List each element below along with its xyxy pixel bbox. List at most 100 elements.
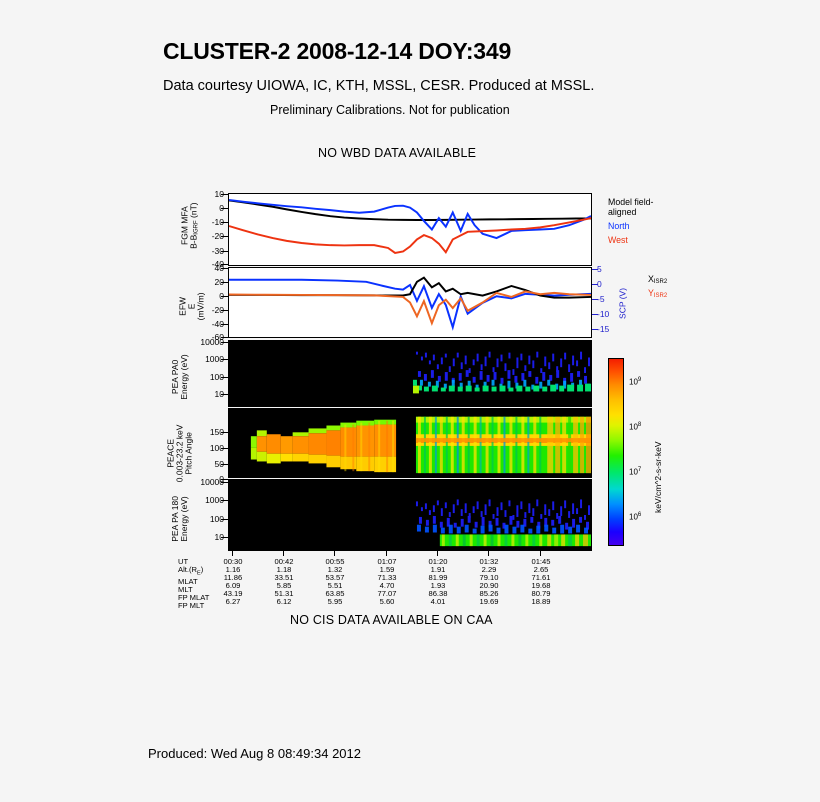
pa180-ytick-10000: 10000 [200,477,224,487]
colorbar-exp-8: 8 [637,422,642,428]
eph-fp-mlt: 19.69 [479,597,499,607]
colorbar-exp-6: 6 [637,512,642,518]
scp-ytick--10: -10 [597,309,610,319]
eph-mlt: 4.70 [379,581,395,591]
panel-efw [228,267,592,338]
pa0-ytick-10000: 10000 [200,337,224,347]
eph-mlt: 1.93 [430,581,446,591]
fgm-axis-title-units: (nT) [188,202,199,218]
scp-ytick--15: -15 [597,324,610,334]
eph-ut: 01:20 [428,557,448,566]
panel-pea-pa180 [228,479,592,551]
eph-label-ut: UT [178,557,189,566]
pa0-ytick-100: 100 [209,372,224,382]
eph-mlat: 71.61 [531,573,551,583]
eph-ut: 01:45 [531,557,551,566]
ephemeris-column: 01:45 2.65 71.61 19.68 80.79 18.89 [508,557,574,607]
page-title: CLUSTER-2 2008-12-14 DOY:349 [163,38,512,64]
peace-ytick-150: 150 [209,427,224,437]
panel-fgm-mfa [228,193,592,266]
colorbar-exp-7: 7 [637,467,642,473]
fgm-ytick--40: -40 [211,259,224,269]
eph-mlt: 20.90 [479,581,499,591]
no-cis-data-notice: NO CIS DATA AVAILABLE ON CAA [290,613,493,627]
pa180-axis-title: PEA PA 180 Energy (eV) [170,479,189,559]
eph-ut: 01:07 [377,557,397,566]
efw-axis-title-l3: (mV/m) [195,292,206,321]
efw-legend-x-sub: ISR2 [653,279,668,285]
peace-ytick-100: 100 [209,443,224,453]
eph-label-alt-tail: ) [200,565,204,575]
pea-pa0-spectrogram [412,351,591,394]
no-wbd-data-notice: NO WBD DATA AVAILABLE [318,146,477,160]
ephemeris-row-labels: UT Alt.(RE) MLAT MLT FP MLAT FP MLT [178,557,224,610]
eph-fp-mlt: 6.27 [225,597,241,607]
pa180-ytick-10: 10 [214,532,224,542]
eph-mlat: 81.99 [428,573,448,583]
peace-mid-region [292,419,397,473]
colorbar-tick-1e8: 108 [629,422,642,432]
data-courtesy-text: Data courtesy UIOWA, IC, KTH, MSSL, CESR… [163,78,595,94]
eph-label-mlt: MLT [178,584,193,594]
peace-pitch-spectrogram [250,416,591,474]
panel-peace-pitch-angle [228,408,592,478]
eph-label-alt-main: Alt.(R [178,565,197,575]
colorbar-tick-1e7: 107 [629,467,642,477]
scp-ytick--5: -5 [597,294,605,304]
eph-label-fp-mlt: FP MLT [178,600,205,610]
eph-fp-mlt: 6.12 [276,597,292,607]
efw-traces [229,276,591,331]
ephemeris-column: 00:42 1.18 33.51 5.85 51.31 6.12 [251,557,317,607]
produced-timestamp: Produced: Wed Aug 8 08:49:34 2012 [148,746,361,761]
eph-mlat: 71.33 [377,573,397,583]
eph-alt: 1.18 [276,565,292,575]
eph-fp-mlt: 5.60 [379,597,395,607]
peace-ytick-50: 50 [214,459,224,469]
eph-label-mlat: MLAT [178,576,198,586]
pa0-ytick-10: 10 [214,389,224,399]
fgm-axis-title-sub: IGRF [193,220,200,235]
colorbar-unit-label: keV/cm^2-s-sr-keV [653,441,663,513]
colorbar-tick-1e6: 106 [629,512,642,522]
eph-mlt: 5.85 [276,581,292,591]
ephemeris-column: 01:32 2.29 79.10 20.90 85.26 19.69 [456,557,522,607]
colorbar-tick-1e9: 109 [629,377,642,387]
pa0-ytick-1000: 1000 [205,354,224,364]
eph-fp-mlt: 18.89 [531,597,551,607]
eph-alt: 1.16 [225,565,241,575]
scp-ytick-0: 0 [597,279,602,289]
eph-fp-mlt: 5.95 [327,597,343,607]
eph-ut: 00:42 [274,557,294,566]
efw-ytick-20: 20 [214,277,224,287]
pa180-axis-title-l2: Energy (eV) [179,496,189,542]
scp-ytick-5: 5 [597,264,602,274]
ephemeris-column: 01:20 1.91 81.99 1.93 86.38 4.01 [405,557,471,607]
fgm-ytick-10: 10 [214,189,224,199]
eph-fp-mlat: 77.07 [377,589,397,599]
scp-axis-title: SCP (V) [617,287,628,319]
efw-legend-y-isr2: YISR2 [648,288,667,300]
peace-early-injection [250,430,293,464]
fgm-traces [229,198,591,255]
eph-mlat: 11.86 [223,573,243,583]
eph-mlt: 5.51 [327,581,343,591]
fgm-axis-title: FGM MFA B-BIGRF (nT) [179,188,200,264]
pa180-ytick-100: 100 [209,514,224,524]
efw-legend-x-letter: X [648,274,654,284]
eph-fp-mlat: 85.26 [479,589,499,599]
efw-legend-y-letter: Y [648,288,654,298]
eph-mlt: 6.09 [225,581,241,591]
fgm-ytick--10: -10 [211,217,224,227]
fgm-legend-north: North [608,221,630,231]
eph-fp-mlt: 4.01 [430,597,446,607]
eph-fp-mlat: 63.85 [325,589,345,599]
eph-alt: 1.32 [327,565,343,575]
efw-axis-title: EFW E (mV/m) [178,270,206,342]
efw-legend-x-isr2: XISR2 [648,274,668,286]
fgm-legend-model-l1: Model field- [608,197,654,207]
eph-ut: 00:30 [223,557,243,566]
peace-turbulent-region [415,416,591,474]
eph-fp-mlat: 80.79 [531,589,551,599]
eph-alt: 2.65 [533,565,549,575]
